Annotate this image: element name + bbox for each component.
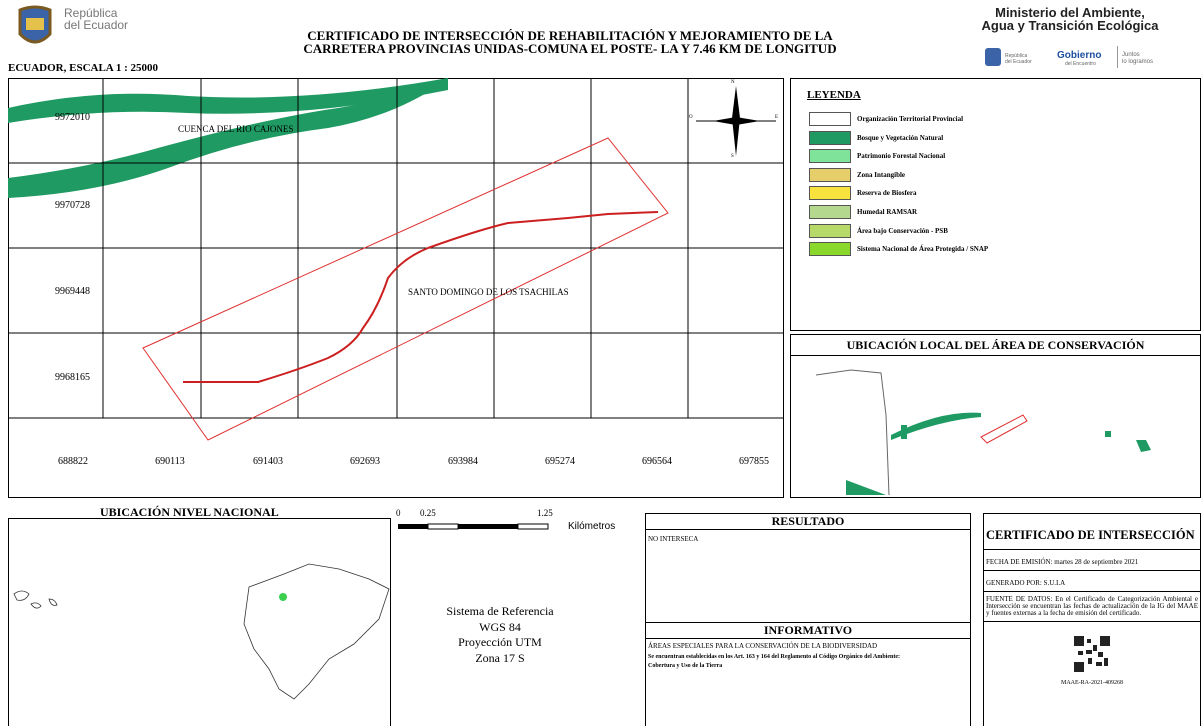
reference-line: Zona 17 S: [475, 650, 525, 665]
local-map: [815, 369, 1151, 496]
compass-letter: N: [731, 80, 735, 85]
x-coordinate: 696564: [642, 456, 672, 467]
informative-line: ÁREAS ESPECIALES PARA LA CONSERVACIÓN DE…: [648, 642, 878, 650]
small-logo-text: lo logramos: [1122, 59, 1154, 65]
x-coordinate: 695274: [545, 456, 575, 467]
logo-line: del Ecuador: [64, 18, 129, 32]
informative: INFORMATIVO ÁREAS ESPECIALES PARA LA CON…: [645, 622, 971, 726]
legend-swatch: [809, 242, 851, 257]
reference: Sistema de Referencia WGS 84 Proyección …: [420, 604, 580, 666]
title-line: CARRETERA PROVINCIAS UNIDAS-COMUNA EL PO…: [303, 41, 837, 56]
y-coordinate: 9972010: [55, 112, 90, 123]
grid: [8, 78, 784, 419]
scale-label: 1.25: [537, 508, 553, 518]
certificate-code: MAAE-RA-2021-409268: [1061, 680, 1123, 686]
certificate-title: CERTIFICADO DE INTERSECCIÓN: [984, 514, 1200, 550]
x-coordinate: 690113: [155, 456, 185, 467]
reference-line: Proyección UTM: [458, 635, 542, 649]
legend-swatch: [809, 112, 851, 126]
y-coordinate: 9968165: [55, 372, 90, 383]
certificate-generated: GENERADO POR: S.U.I.A: [984, 571, 1200, 592]
scale-label: 0: [396, 508, 401, 518]
x-coordinate: 697855: [739, 456, 769, 467]
legend-label: Zona Intangible: [857, 170, 906, 179]
title-line: CERTIFICADO DE INTERSECCIÓN DE REHABILIT…: [307, 28, 833, 43]
ecuador-shield: [18, 5, 52, 44]
scale-label: 0.25: [420, 508, 436, 518]
map-labels: 9972010 9970728 9969448 9968165 688822 690113…: [8, 78, 784, 498]
place-label: CUENCA DEL RIO CAJONES: [178, 124, 294, 134]
main-map: [8, 78, 784, 498]
compass-letter: S: [731, 154, 734, 159]
reference-line: Sistema de Referencia: [446, 604, 554, 618]
small-logo-text: Gobierno: [1057, 50, 1102, 61]
map-scale: ECUADOR, ESCALA 1 : 25000: [8, 62, 159, 74]
river-band: [8, 83, 438, 198]
small-logo-text: del Encuentro: [1065, 61, 1096, 67]
local-title: UBICACIÓN LOCAL DEL ÁREA DE CONSERVACIÓN: [791, 338, 1200, 356]
x-coordinate: 692693: [350, 456, 380, 467]
title: CERTIFICADO DE INTERSECCIÓN DE REHABILIT…: [200, 29, 940, 55]
ministry-line: Ministerio del Ambiente,: [995, 5, 1145, 20]
national-location: [8, 518, 391, 726]
legend-label: Humedal RAMSAR: [857, 208, 918, 216]
qr-code: [1074, 636, 1110, 672]
informative-line: Se encuentran establecidas en los Art. 1…: [648, 654, 900, 660]
local-location: UBICACIÓN LOCAL DEL ÁREA DE CONSERVACIÓN: [790, 334, 1201, 498]
road: [183, 211, 659, 383]
compass-letter: O: [689, 115, 693, 120]
legend-swatch: [809, 186, 851, 201]
compass: [696, 86, 776, 156]
logo-line: República: [64, 6, 118, 20]
ministry: Ministerio del Ambiente, Agua y Transici…: [960, 6, 1180, 32]
legend-label: Sistema Nacional de Área Protegida / SNA…: [857, 245, 989, 254]
place-label: SANTO DOMINGO DE LOS TSACHILAS: [408, 287, 569, 297]
compass-letter: E: [775, 115, 779, 120]
national-title: UBICACIÓN NIVEL NACIONAL: [100, 505, 279, 519]
scale-bar: [398, 523, 549, 530]
legend-label: Reserva de Biosfera: [857, 189, 917, 198]
national-map: [13, 563, 390, 700]
small-shield: [985, 48, 1001, 66]
result-title: RESULTADO: [646, 514, 970, 530]
legend-label: Área bajo Conservación - PSB: [857, 226, 948, 235]
legend-swatch: [809, 167, 851, 182]
legend-swatch: [809, 149, 851, 164]
small-logo-text: Juntos: [1122, 52, 1140, 58]
certificate: CERTIFICADO DE INTERSECCIÓN FECHA DE EMI…: [983, 513, 1201, 726]
legend-label: Patrimonio Forestal Nacional: [857, 152, 946, 161]
legend-label: Organización Territorial Provincial: [857, 115, 964, 123]
ministry-line: Agua y Transición Ecológica: [981, 18, 1159, 33]
reference-line: WGS 84: [479, 619, 521, 634]
legend: LEYENDA Organización Territorial Provinc…: [790, 78, 1201, 331]
small-logos: República del Ecuador Gobierno del Encue…: [985, 46, 1200, 68]
certificate-date: FECHA DE EMISIÓN: martes 28 de septiembr…: [984, 550, 1200, 571]
legend-title: LEYENDA: [807, 89, 861, 101]
country-logo-text: República del Ecuador: [64, 7, 128, 31]
small-logo-text: República del Ecuador: [1005, 53, 1032, 65]
river-band: [8, 78, 448, 123]
informative-line: Cobertura y Uso de la Tierra: [648, 663, 723, 669]
legend-swatch: [809, 205, 851, 219]
legend-swatch: [809, 223, 851, 238]
informative-title: INFORMATIVO: [646, 623, 970, 639]
separator: [1117, 46, 1118, 68]
x-coordinate: 691403: [253, 456, 283, 467]
x-coordinate: 688822: [58, 456, 88, 467]
result-text: NO INTERSECA: [648, 535, 699, 543]
y-coordinate: 9970728: [55, 200, 90, 211]
x-coordinate: 693984: [448, 456, 478, 467]
y-coordinate: 9969448: [55, 286, 90, 297]
legend-label: Bosque y Vegetación Natural: [857, 133, 944, 142]
scale-unit: Kilómetros: [568, 521, 616, 532]
study-area: [142, 137, 669, 441]
map-frame: [8, 78, 784, 498]
legend-swatch: [809, 130, 851, 145]
certificate-source: FUENTE DE DATOS: En el Certificado de Ca…: [984, 592, 1200, 622]
result: RESULTADO NO INTERSECA: [645, 513, 971, 623]
